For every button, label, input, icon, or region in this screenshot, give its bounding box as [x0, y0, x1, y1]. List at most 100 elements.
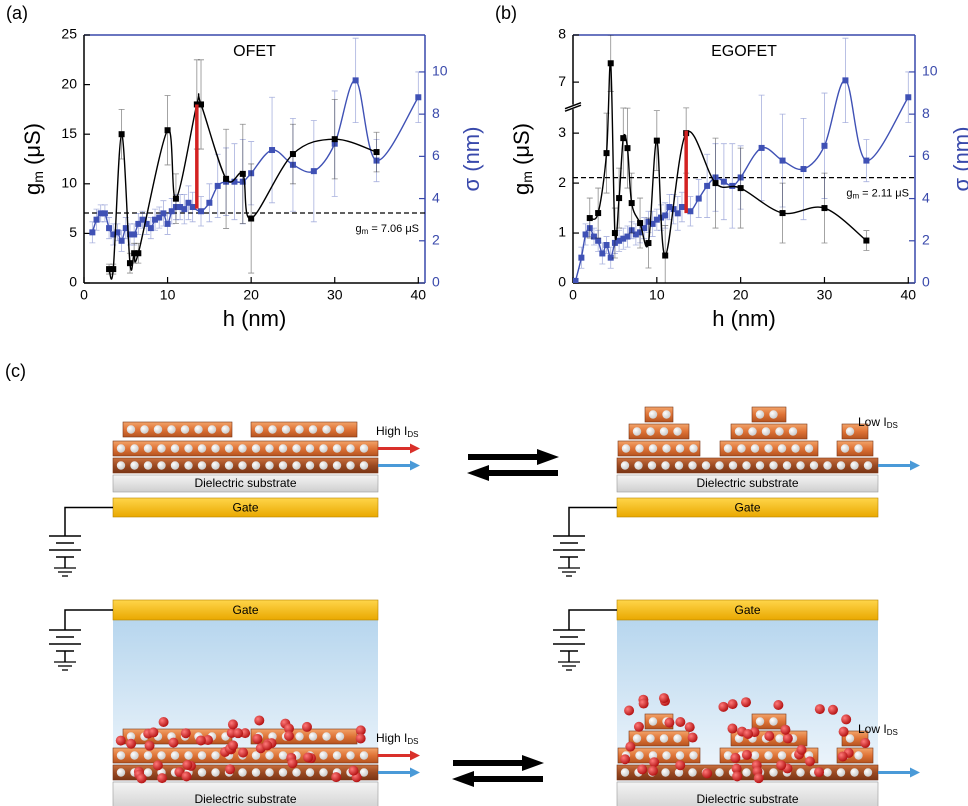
marker — [168, 208, 175, 215]
molecule — [251, 768, 261, 777]
marker — [131, 231, 138, 238]
y2-tick-label: 0 — [432, 274, 440, 290]
y-label-unit: (μS) — [20, 123, 45, 171]
marker — [628, 200, 635, 207]
marker — [110, 266, 117, 273]
marker — [97, 210, 104, 217]
marker — [800, 166, 807, 173]
molecule — [238, 768, 247, 777]
current-arrow — [378, 767, 420, 778]
x-tick-label: 30 — [327, 287, 343, 303]
semiconductor-layer — [617, 440, 701, 457]
panel-label: (a) — [6, 3, 28, 23]
marker — [653, 216, 660, 223]
molecule — [167, 425, 176, 434]
molecule — [632, 734, 642, 743]
ion — [664, 717, 675, 728]
molecule — [723, 444, 733, 453]
marker — [118, 131, 125, 138]
marker — [352, 77, 359, 84]
marker — [595, 210, 602, 217]
molecule — [332, 751, 342, 760]
current-label-sub: DS — [407, 737, 418, 746]
marker — [712, 180, 719, 187]
y-tick-label: 7 — [558, 73, 566, 89]
marker — [637, 220, 644, 227]
y-tick-label: 0 — [558, 274, 566, 290]
molecule — [788, 427, 798, 436]
y-tick-label: 10 — [61, 175, 77, 191]
molecule — [764, 751, 773, 760]
ion — [144, 740, 155, 751]
molecule — [715, 768, 724, 777]
molecule — [863, 768, 873, 777]
molecule — [322, 425, 331, 434]
molecule — [197, 751, 207, 760]
marker — [779, 157, 786, 164]
ion — [301, 721, 312, 732]
ion — [225, 764, 236, 775]
ion — [796, 744, 807, 755]
molecule — [143, 751, 153, 760]
ion — [804, 756, 815, 767]
axis-break-gap — [567, 104, 579, 110]
ion — [675, 760, 686, 771]
marker — [126, 231, 133, 238]
y-tick-label: 20 — [61, 75, 77, 91]
y2-axis-label: σ (nm) — [459, 127, 484, 192]
x-axis-label: h (nm) — [223, 306, 287, 331]
molecule — [254, 425, 264, 434]
x-axis-label: h (nm) — [712, 306, 776, 331]
molecule — [854, 751, 863, 760]
molecule — [854, 444, 863, 453]
ion — [148, 727, 159, 738]
molecule — [184, 751, 193, 760]
marker — [678, 204, 685, 211]
marker — [214, 182, 221, 189]
molecule — [211, 768, 220, 777]
marker — [289, 161, 296, 168]
x-tick-label: 10 — [160, 287, 176, 303]
molecule — [224, 444, 234, 453]
marker — [177, 204, 184, 211]
ion — [837, 751, 848, 762]
ion — [649, 757, 660, 768]
molecule — [319, 461, 328, 470]
marker — [611, 239, 618, 246]
y2-tick-label: 6 — [432, 147, 440, 163]
ion — [741, 697, 752, 708]
y-tick-label: 0 — [69, 274, 77, 290]
marker — [687, 208, 694, 215]
marker — [122, 225, 129, 232]
series — [106, 59, 380, 280]
y-tick-label: 8 — [558, 26, 566, 42]
ion — [355, 733, 366, 744]
molecule — [777, 751, 787, 760]
marker — [126, 260, 133, 267]
molecule — [620, 461, 630, 470]
molecule — [750, 444, 760, 453]
molecule — [278, 751, 288, 760]
molecule — [804, 444, 814, 453]
molecule — [346, 751, 355, 760]
marker — [674, 210, 681, 217]
marker — [666, 204, 673, 211]
y-tick-label: 3 — [558, 124, 566, 140]
marker — [779, 210, 786, 217]
ion — [180, 728, 191, 739]
ion — [227, 719, 238, 730]
ion — [624, 705, 635, 716]
molecule — [126, 425, 136, 434]
molecule — [359, 444, 369, 453]
molecule — [130, 751, 139, 760]
ion — [181, 771, 192, 782]
molecule — [359, 751, 369, 760]
ion — [841, 714, 852, 725]
x-tick-label: 40 — [901, 287, 917, 303]
molecule — [674, 768, 684, 777]
molecule — [850, 768, 859, 777]
molecule — [157, 444, 166, 453]
equilibrium-arrow — [467, 465, 558, 481]
molecule — [769, 717, 778, 726]
ion — [718, 701, 729, 712]
